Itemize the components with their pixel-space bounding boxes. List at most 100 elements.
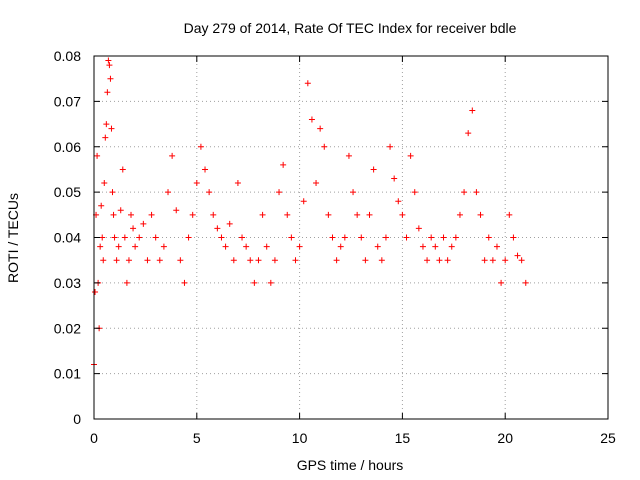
data-point bbox=[206, 189, 213, 196]
data-point bbox=[128, 211, 135, 218]
data-point bbox=[308, 116, 315, 123]
x-tick-labels: 0 5 10 15 20 25 bbox=[90, 430, 616, 446]
data-point bbox=[498, 279, 505, 286]
data-point bbox=[424, 257, 431, 264]
data-point bbox=[263, 243, 270, 250]
y-tick-label: 0.07 bbox=[54, 93, 81, 109]
data-point bbox=[506, 211, 513, 218]
data-point bbox=[337, 243, 344, 250]
data-point bbox=[111, 234, 118, 241]
x-tick-label: 25 bbox=[600, 430, 616, 446]
data-point bbox=[382, 234, 389, 241]
data-point bbox=[411, 189, 418, 196]
data-point bbox=[469, 107, 476, 114]
data-point bbox=[202, 166, 209, 173]
data-point bbox=[304, 80, 311, 87]
data-point bbox=[362, 257, 369, 264]
data-point bbox=[461, 189, 468, 196]
data-point bbox=[436, 257, 443, 264]
data-point bbox=[276, 189, 283, 196]
data-point bbox=[230, 257, 237, 264]
data-point bbox=[395, 198, 402, 205]
y-tick-label: 0.05 bbox=[54, 184, 81, 200]
data-point bbox=[103, 121, 110, 128]
data-point bbox=[493, 243, 500, 250]
data-point bbox=[456, 211, 463, 218]
x-tick-label: 5 bbox=[193, 430, 201, 446]
data-point bbox=[185, 234, 192, 241]
data-point bbox=[374, 243, 381, 250]
data-point bbox=[148, 211, 155, 218]
data-point bbox=[370, 166, 377, 173]
data-point bbox=[288, 234, 295, 241]
data-point bbox=[99, 234, 106, 241]
data-point bbox=[123, 279, 130, 286]
chart-title: Day 279 of 2014, Rate Of TEC Index for r… bbox=[184, 20, 517, 36]
data-point bbox=[444, 257, 451, 264]
data-point bbox=[341, 234, 348, 241]
x-tick-label: 10 bbox=[292, 430, 308, 446]
data-point bbox=[300, 198, 307, 205]
data-point bbox=[94, 152, 101, 159]
data-points bbox=[91, 57, 529, 368]
data-point bbox=[354, 211, 361, 218]
data-point bbox=[117, 207, 124, 214]
y-tick-label: 0.02 bbox=[54, 320, 81, 336]
data-point bbox=[169, 152, 176, 159]
data-point bbox=[485, 234, 492, 241]
data-point bbox=[234, 180, 241, 187]
data-point bbox=[317, 125, 324, 132]
data-point bbox=[358, 234, 365, 241]
data-point bbox=[108, 125, 115, 132]
data-point bbox=[280, 161, 287, 168]
data-point bbox=[226, 220, 233, 227]
data-point bbox=[522, 279, 529, 286]
data-point bbox=[189, 211, 196, 218]
y-tick-label: 0.06 bbox=[54, 139, 81, 155]
data-point bbox=[391, 175, 398, 182]
data-point bbox=[415, 225, 422, 232]
data-point bbox=[481, 257, 488, 264]
grid-lines bbox=[94, 56, 608, 419]
data-point bbox=[473, 189, 480, 196]
data-point bbox=[259, 211, 266, 218]
data-point bbox=[329, 234, 336, 241]
data-point bbox=[296, 243, 303, 250]
data-point bbox=[104, 89, 111, 96]
data-point bbox=[119, 166, 126, 173]
data-point bbox=[140, 220, 147, 227]
data-point bbox=[165, 189, 172, 196]
y-tick-labels: 0 0.01 0.02 0.03 0.04 0.05 0.06 0.07 0.08 bbox=[54, 48, 81, 427]
data-point bbox=[214, 225, 221, 232]
data-point bbox=[465, 130, 472, 137]
x-tick-label: 15 bbox=[395, 430, 411, 446]
data-point bbox=[284, 211, 291, 218]
data-point bbox=[97, 243, 104, 250]
data-point bbox=[132, 243, 139, 250]
data-point bbox=[247, 257, 254, 264]
data-point bbox=[378, 257, 385, 264]
data-point bbox=[130, 225, 137, 232]
data-point bbox=[92, 288, 99, 295]
data-point bbox=[113, 257, 120, 264]
data-point bbox=[222, 243, 229, 250]
data-point bbox=[239, 234, 246, 241]
data-point bbox=[428, 234, 435, 241]
y-axis-label: ROTI / TECUs bbox=[5, 193, 21, 283]
x-axis-label: GPS time / hours bbox=[297, 457, 404, 473]
data-point bbox=[345, 152, 352, 159]
data-point bbox=[100, 257, 107, 264]
data-point bbox=[125, 257, 132, 264]
data-point bbox=[325, 211, 332, 218]
y-tick-label: 0 bbox=[73, 411, 81, 427]
data-point bbox=[101, 180, 108, 187]
data-point bbox=[366, 211, 373, 218]
data-point bbox=[160, 243, 167, 250]
data-point bbox=[432, 243, 439, 250]
data-point bbox=[107, 75, 114, 82]
data-point bbox=[477, 211, 484, 218]
y-tick-label: 0.03 bbox=[54, 275, 81, 291]
data-point bbox=[403, 234, 410, 241]
data-point bbox=[407, 152, 414, 159]
